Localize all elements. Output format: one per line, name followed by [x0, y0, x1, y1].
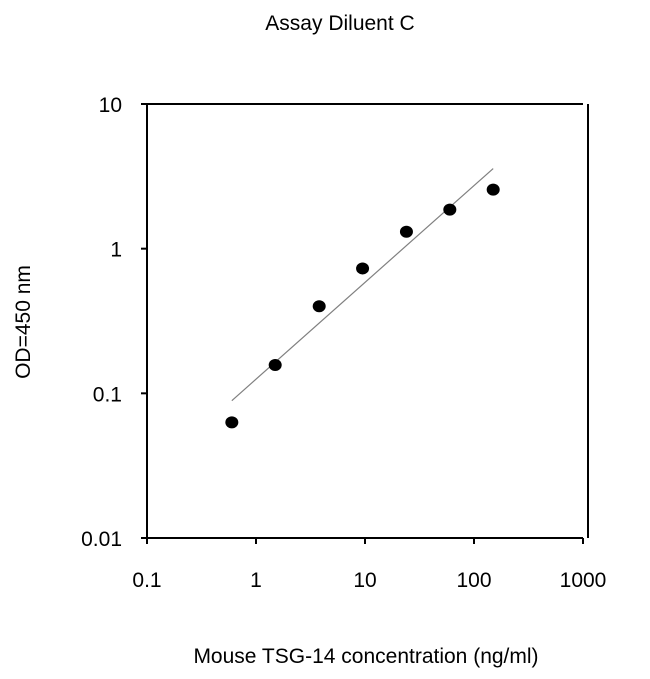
x-tick-label: 1000 [560, 569, 607, 592]
y-tick-label: 1 [110, 239, 122, 262]
data-point [268, 358, 282, 371]
x-tick-label: 1 [250, 569, 262, 592]
data-point [356, 262, 370, 275]
y-tick-label: 0.1 [93, 383, 122, 406]
y-axis-label: OD=450 nm [12, 265, 35, 379]
x-axis-label: Mouse TSG-14 concentration (ng/ml) [193, 645, 538, 668]
data-point [486, 183, 500, 196]
data-point [399, 225, 413, 238]
x-tick-label: 10 [353, 569, 376, 592]
data-point [443, 203, 457, 216]
chart-title: Assay Diluent C [265, 12, 414, 35]
x-tick-label: 100 [456, 569, 491, 592]
data-point [312, 300, 326, 313]
data-point [225, 416, 239, 429]
plot-frame [146, 103, 589, 539]
y-tick-label: 0.01 [81, 528, 122, 551]
x-tick-label: 0.1 [132, 569, 161, 592]
y-tick-label: 10 [99, 94, 122, 117]
